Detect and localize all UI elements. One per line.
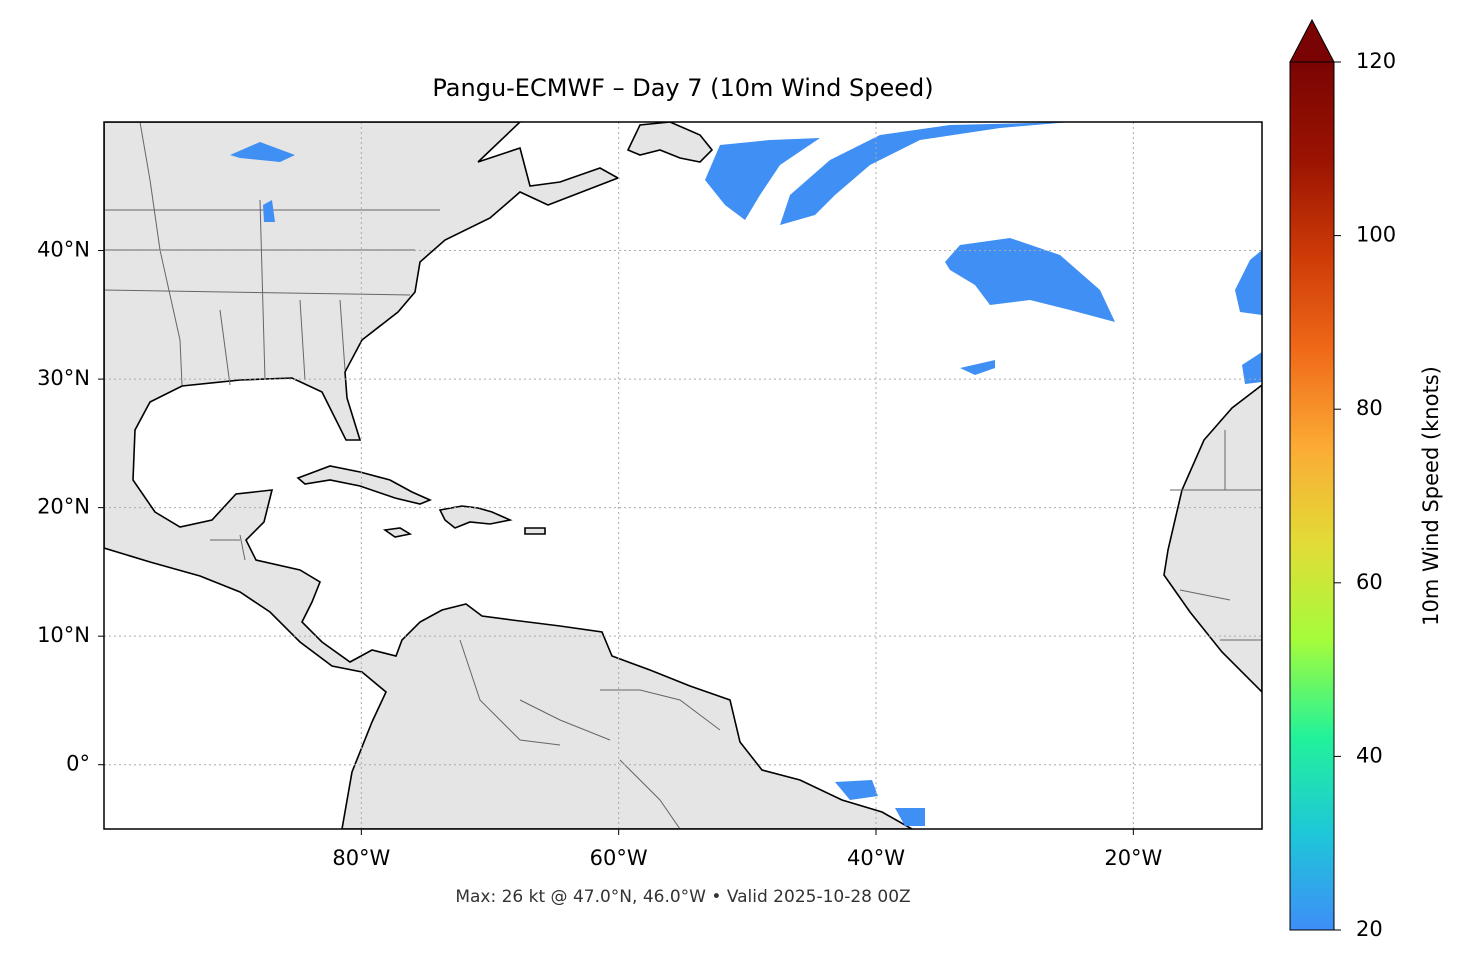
wind-area bbox=[960, 360, 995, 375]
colorbar-tick-label: 60 bbox=[1356, 570, 1383, 594]
colorbar-extension bbox=[1289, 18, 1335, 63]
grid bbox=[104, 122, 1262, 829]
chart-title: Pangu-ECMWF – Day 7 (10m Wind Speed) bbox=[432, 74, 933, 102]
land-africa bbox=[1163, 383, 1262, 694]
wind-area bbox=[263, 200, 275, 222]
land-puerto-rico bbox=[524, 527, 546, 535]
wind-area bbox=[945, 238, 1115, 322]
x-tick-label: 40°W bbox=[847, 846, 905, 870]
wind-field bbox=[230, 122, 1262, 826]
footnote: Max: 26 kt @ 47.0°N, 46.0°W • Valid 2025… bbox=[455, 887, 910, 907]
colorbar-tick-label: 80 bbox=[1356, 396, 1383, 420]
y-tick-label: 10°N bbox=[37, 623, 90, 647]
land-newfoundland bbox=[626, 122, 714, 163]
wind-area bbox=[1242, 352, 1262, 384]
colorbar-tick-label: 40 bbox=[1356, 743, 1383, 767]
y-tick-label: 40°N bbox=[37, 238, 90, 262]
colorbar-label: 10m Wind Speed (knots) bbox=[1419, 366, 1443, 626]
x-tick-label: 20°W bbox=[1104, 846, 1162, 870]
y-tick-label: 0° bbox=[66, 752, 90, 776]
colorbar bbox=[1289, 61, 1335, 931]
land-americas bbox=[104, 122, 914, 829]
country-borders bbox=[210, 534, 1262, 829]
land-hispaniola bbox=[438, 505, 513, 529]
y-tick-label: 30°N bbox=[37, 366, 90, 390]
wind-area bbox=[780, 122, 1070, 225]
colorbar-tick-label: 20 bbox=[1356, 917, 1383, 941]
x-tick-label: 80°W bbox=[332, 846, 390, 870]
wind-area bbox=[895, 808, 925, 826]
map-frame bbox=[103, 121, 1263, 830]
wind-area bbox=[705, 138, 820, 220]
land-jamaica bbox=[382, 527, 413, 538]
wind-area bbox=[835, 780, 878, 800]
colorbar-tick-label: 120 bbox=[1356, 49, 1396, 73]
wind-area bbox=[1235, 250, 1262, 315]
wind-area bbox=[230, 142, 295, 162]
land-cuba bbox=[296, 465, 433, 505]
y-tick-label: 20°N bbox=[37, 495, 90, 519]
colorbar-tick-label: 100 bbox=[1356, 223, 1396, 247]
x-tick-label: 60°W bbox=[590, 846, 648, 870]
map-layer bbox=[104, 122, 1262, 829]
